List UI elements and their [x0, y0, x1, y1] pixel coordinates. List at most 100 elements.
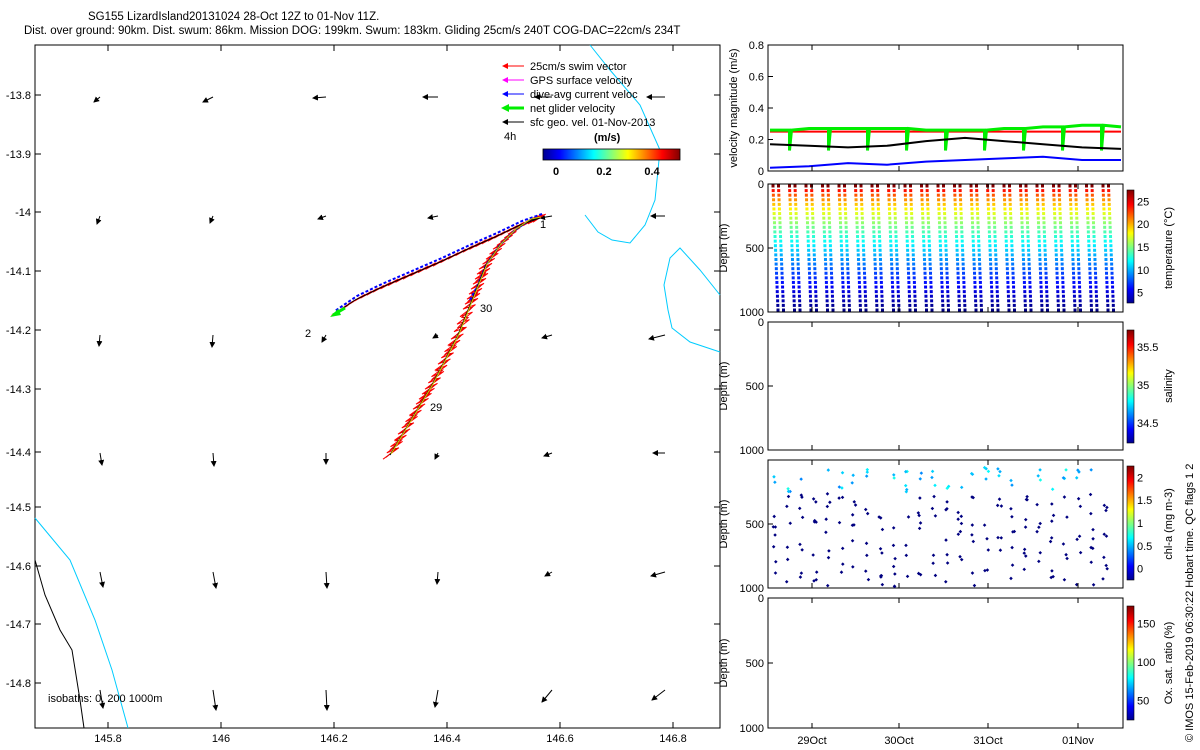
- temperature-point: [1028, 280, 1032, 284]
- temperature-point: [775, 294, 779, 298]
- temperature-point: [1054, 248, 1058, 252]
- temperature-point: [771, 193, 775, 197]
- temperature-point: [1021, 257, 1025, 261]
- temperature-point: [939, 262, 943, 266]
- chla-point: [773, 533, 777, 537]
- temperature-point: [989, 271, 993, 275]
- temperature-point: [781, 290, 785, 294]
- temperature-point: [874, 271, 878, 275]
- temperature-point: [1061, 271, 1065, 275]
- temperature-point: [876, 198, 880, 202]
- temperature-point: [842, 299, 846, 303]
- temperature-point: [863, 290, 867, 294]
- temperature-point: [1090, 193, 1094, 197]
- temperature-point: [913, 290, 917, 294]
- temperature-point: [807, 257, 811, 261]
- temperature-point: [922, 235, 926, 239]
- temperature-point: [838, 212, 842, 216]
- chla-point: [878, 546, 883, 551]
- chla-point: [971, 539, 976, 544]
- temperature-point: [792, 290, 796, 294]
- chla-point: [864, 541, 869, 546]
- temperature-point: [908, 308, 912, 312]
- temperature-point: [824, 262, 828, 266]
- map-ytick-label: -14.7: [6, 619, 31, 631]
- temperature-point: [789, 230, 793, 234]
- chla-point: [1050, 487, 1055, 492]
- temperature-point: [1070, 225, 1074, 229]
- temperature-point: [1103, 239, 1107, 243]
- temperature-point: [991, 193, 995, 197]
- temperature-point: [871, 216, 875, 220]
- chla-point: [863, 569, 868, 573]
- temperature-point: [780, 267, 784, 271]
- temperature-point: [873, 257, 877, 261]
- temperature-point: [1036, 198, 1040, 202]
- temperature-point: [926, 198, 930, 202]
- temperature-point: [1003, 207, 1007, 211]
- temperature-point: [1072, 271, 1076, 275]
- chla-point: [1010, 563, 1015, 567]
- temperature-point: [959, 207, 963, 211]
- temperature-point: [828, 235, 832, 239]
- temperature-point: [953, 184, 956, 188]
- temperature-point: [1039, 290, 1043, 294]
- temperature-point: [945, 267, 949, 271]
- geo-arrow: [539, 214, 553, 221]
- temperature-point: [1091, 198, 1095, 202]
- temperature-point: [845, 244, 849, 248]
- temperature-point: [1036, 216, 1040, 220]
- panel-ytick-label: 0: [758, 317, 764, 329]
- temperature-point: [846, 262, 850, 266]
- temperature-point: [955, 235, 959, 239]
- panel-ytick-label: 500: [746, 519, 764, 531]
- temperature-point: [907, 280, 911, 284]
- panel-ytick-label: 0: [758, 179, 764, 191]
- temperature-point: [993, 244, 997, 248]
- temperature-point: [794, 216, 798, 220]
- temperature-point: [827, 221, 831, 225]
- temperature-point: [845, 248, 849, 252]
- temperature-point: [1111, 294, 1115, 298]
- chla-point: [1038, 478, 1043, 482]
- glider-track: [330, 213, 547, 460]
- temperature-point: [976, 212, 980, 216]
- temperature-point: [1078, 290, 1082, 294]
- temperature-point: [796, 253, 800, 257]
- temperature-point: [1069, 202, 1073, 206]
- temperature-point: [1007, 299, 1011, 303]
- temperature-point: [896, 271, 900, 275]
- temperature-point: [1056, 303, 1060, 307]
- temperature-point: [807, 248, 811, 252]
- temperature-point: [871, 221, 875, 225]
- temperature-point: [841, 280, 845, 284]
- temperature-point: [889, 244, 893, 248]
- temperature-point: [809, 303, 813, 307]
- chla-point: [918, 521, 923, 525]
- temperature-point: [957, 290, 961, 294]
- temperature-point: [1042, 216, 1046, 220]
- temperature-point: [821, 198, 825, 202]
- map-xtick-label: 146.2: [320, 733, 348, 745]
- colorbar-tick-label: 35: [1137, 380, 1149, 392]
- temperature-point: [830, 294, 834, 298]
- temperature-point: [874, 280, 878, 284]
- temperature-point: [797, 276, 801, 280]
- temperature-point: [1043, 257, 1047, 261]
- temperature-point: [780, 271, 784, 275]
- temperature-point: [810, 193, 814, 197]
- temperature-point: [830, 280, 834, 284]
- temperature-point: [812, 253, 816, 257]
- temperature-point: [904, 202, 908, 206]
- temperature-point: [938, 235, 942, 239]
- oxygen-colorbar: [1126, 605, 1135, 721]
- temperature-point: [929, 285, 933, 289]
- temperature-point: [910, 230, 914, 234]
- temperature-point: [863, 294, 867, 298]
- temperature-point: [1109, 257, 1113, 261]
- temperature-point: [929, 271, 933, 275]
- temperature-point: [1109, 248, 1113, 252]
- temperature-point: [814, 299, 818, 303]
- temperature-point: [990, 299, 994, 303]
- temperature-point: [908, 303, 912, 307]
